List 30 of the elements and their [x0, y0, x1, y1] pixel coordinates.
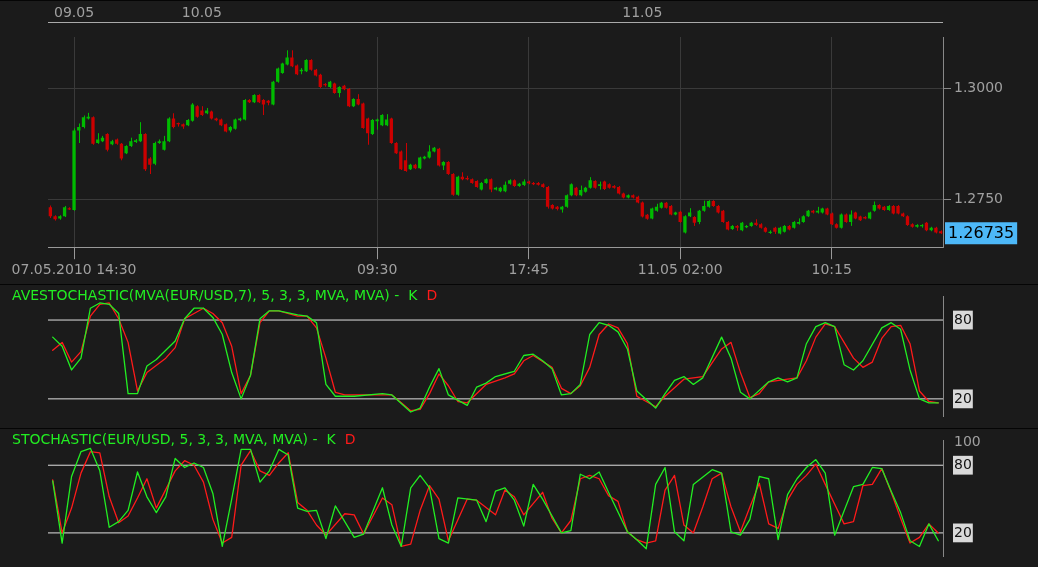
candlestick: [545, 185, 550, 210]
candlestick: [152, 141, 157, 166]
text: 10.05: [181, 4, 222, 20]
text: 09.05: [54, 4, 95, 20]
text: D: [426, 287, 438, 303]
x-tick-label: 17:45: [508, 261, 549, 278]
chart-title: STOCHASTIC(EUR/USD, 5, 3, 3, MVA, MVA) -: [12, 431, 318, 447]
x-tick-label: 07.05.2010 14:30: [11, 261, 137, 278]
text: 1.26735: [948, 223, 1015, 243]
candlestick: [271, 80, 275, 106]
x-tick-label: 10:15: [811, 261, 852, 278]
candlestick: [105, 132, 109, 152]
text: K: [326, 431, 336, 447]
candlestick: [451, 172, 455, 197]
y-tick-label: 20: [954, 389, 972, 406]
y-tick-label: 1.2750: [954, 189, 1003, 206]
y-tick-label: 80: [954, 310, 972, 327]
y-tick-label: 80: [954, 455, 972, 472]
text: D: [344, 431, 356, 447]
x-tick-label: 09:30: [356, 261, 398, 278]
candlestick: [77, 122, 81, 144]
y-tick-label: 20: [954, 523, 972, 540]
y-tick-label: 100: [954, 433, 981, 450]
chart-title: AVESTOCHASTIC(MVA(EUR/USD,7), 5, 3, 3, MVA, MVA) -: [12, 287, 400, 303]
text: K: [408, 287, 418, 303]
text: 11.05: [622, 4, 663, 20]
y-tick-label: 1.3000: [954, 79, 1003, 96]
candlestick: [190, 102, 195, 123]
candlestick: [455, 175, 460, 197]
x-tick-label: 11.05 02:00: [637, 261, 723, 278]
